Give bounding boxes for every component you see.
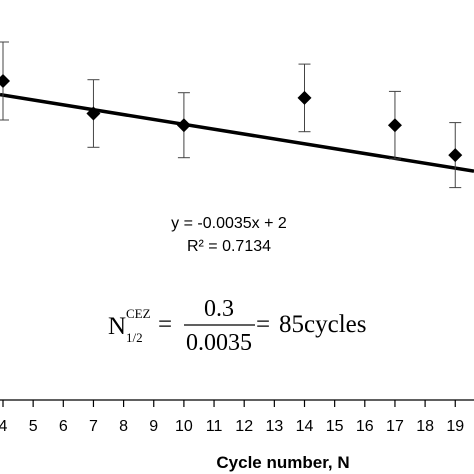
formula-numerator: 0.3 [204,296,234,322]
formula-lhs-base: N [108,313,126,340]
formula-result: 85cycles [279,311,366,338]
data-point [387,118,402,133]
formula-lhs-subscript: 1/2 [126,330,143,345]
trendline [0,92,474,173]
x-tick-label: 5 [29,418,38,435]
trendline-layer [0,92,474,173]
x-tick-layer [2,400,456,407]
x-tick-label: 11 [206,418,223,435]
x-tick-label: 8 [119,418,128,435]
data-point [0,74,10,88]
data-point [297,90,312,105]
x-tick-label: 14 [296,418,314,435]
x-tick-label-layer: 4 5 6 7 8 9 10 11 12 13 14 15 16 17 18 19 [0,418,464,435]
x-tick-label: 15 [326,418,344,435]
x-tick-label: 4 [0,418,8,435]
x-tick-label: 6 [59,418,68,435]
x-tick-label: 16 [356,418,374,435]
x-tick-label: 12 [235,418,253,435]
half-life-formula: N CEZ 1/2 = 0.3 0.0035 = 85cycles [108,296,366,356]
formula-lhs-superscript: CEZ [126,306,151,321]
r-squared-label: R² = 0.7134 [187,238,271,255]
x-tick-label: 13 [265,418,283,435]
error-bar-layer [0,41,462,189]
formula-equals-2: = [256,311,270,338]
x-tick-label: 17 [386,418,404,435]
x-tick-label: 18 [416,418,434,435]
x-tick-label: 9 [149,418,158,435]
data-point [448,148,463,163]
formula-denominator: 0.0035 [186,330,252,356]
x-tick-label: 7 [89,418,98,435]
data-point [86,106,101,121]
x-tick-label: 10 [175,418,193,435]
formula-equals-1: = [158,311,172,338]
point-layer [0,74,463,163]
x-axis-label: Cycle number, N [216,453,349,472]
x-tick-label: 19 [446,418,464,435]
trendline-equation: y = -0.0035x + 2 [171,215,287,232]
data-point [176,118,191,133]
